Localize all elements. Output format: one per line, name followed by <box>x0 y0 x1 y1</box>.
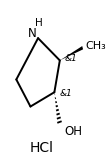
Text: N: N <box>28 27 37 40</box>
Text: OH: OH <box>64 125 82 138</box>
Text: HCl: HCl <box>29 141 53 155</box>
Text: H: H <box>35 18 43 28</box>
Text: &1: &1 <box>59 89 72 97</box>
Polygon shape <box>60 46 83 60</box>
Text: CH₃: CH₃ <box>85 41 106 51</box>
Text: &1: &1 <box>65 54 77 62</box>
